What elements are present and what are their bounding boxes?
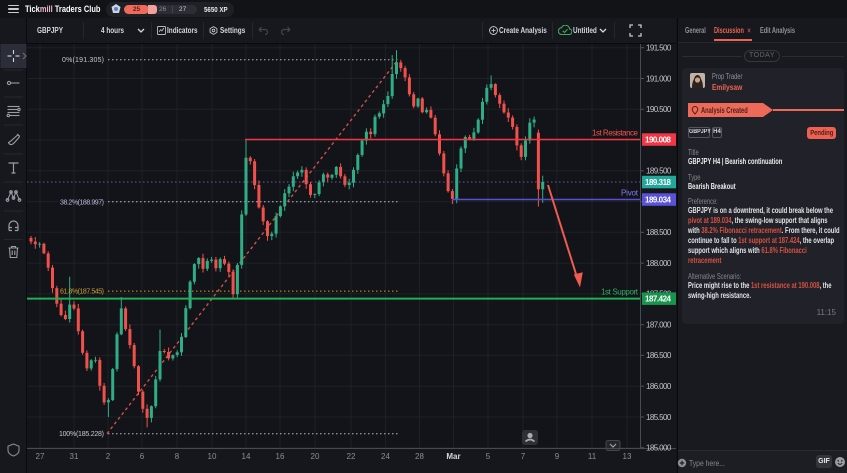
svg-text:9: 9 [555,452,560,461]
svg-text:Pivot: Pivot [621,189,639,198]
svg-text:186.500: 186.500 [646,351,672,360]
svg-text:28: 28 [415,452,424,461]
svg-text:187.424: 187.424 [645,295,672,304]
svg-text:14: 14 [242,452,251,461]
svg-text:100%(185.228): 100%(185.228) [59,431,104,438]
svg-text:16: 16 [276,452,285,461]
svg-text:13: 13 [623,452,632,461]
svg-text:190.008: 190.008 [645,135,672,144]
svg-text:187.000: 187.000 [646,321,672,330]
svg-text:186.000: 186.000 [646,382,672,391]
svg-text:191.500: 191.500 [646,44,672,53]
svg-text:1st Support: 1st Support [601,288,639,297]
svg-text:6: 6 [140,452,145,461]
svg-text:38.2%(188.997): 38.2%(188.997) [60,199,104,206]
svg-text:10: 10 [208,452,217,461]
svg-text:20: 20 [311,452,320,461]
svg-text:189.318: 189.318 [645,178,672,187]
svg-text:8: 8 [175,452,180,461]
svg-text:0%(191.305): 0%(191.305) [62,57,104,64]
svg-text:11: 11 [588,452,597,461]
svg-text:188.500: 188.500 [646,228,672,237]
svg-text:189.034: 189.034 [645,195,672,204]
svg-text:7: 7 [521,452,526,461]
svg-text:2: 2 [106,452,111,461]
svg-text:22: 22 [347,452,356,461]
svg-text:Mar: Mar [446,452,460,461]
svg-text:189.500: 189.500 [646,167,672,176]
svg-text:185.000: 185.000 [646,444,672,453]
svg-text:188.000: 188.000 [646,259,672,268]
svg-text:185.500: 185.500 [646,413,672,422]
svg-text:24: 24 [381,452,390,461]
svg-text:5: 5 [486,452,491,461]
svg-text:190.500: 190.500 [646,105,672,114]
svg-text:1st Resistance: 1st Resistance [592,129,639,138]
svg-text:191.000: 191.000 [646,74,672,83]
svg-text:27: 27 [36,452,45,461]
svg-text:31: 31 [70,452,79,461]
svg-text:61.8%(187.545): 61.8%(187.545) [60,289,104,296]
